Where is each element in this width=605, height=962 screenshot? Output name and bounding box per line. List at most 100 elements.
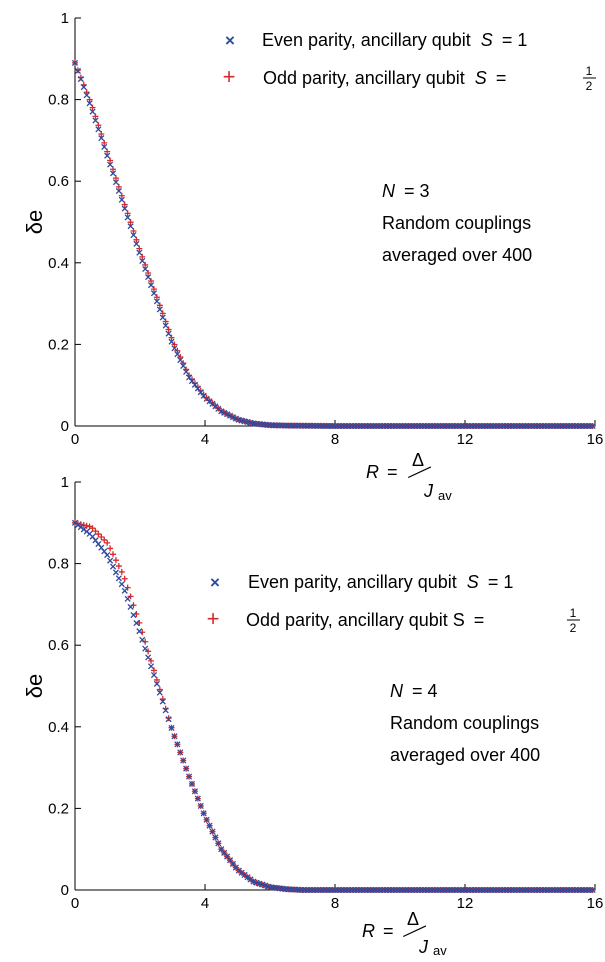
data-point (112, 175, 119, 182)
data-point (124, 584, 131, 591)
series-even (71, 59, 596, 430)
annotation-n-line: N = 3 (382, 181, 430, 201)
y-tick-label: 0.2 (48, 336, 69, 353)
data-point (171, 345, 178, 352)
x-tick-label: 16 (587, 431, 604, 448)
data-point (109, 563, 117, 570)
y-tick-label: 0.8 (48, 92, 69, 109)
legend-marker-even: × (210, 573, 220, 592)
data-point (162, 707, 169, 714)
legend: × Even parity, ancillary qubit S = 1 + O… (207, 572, 580, 635)
data-point (183, 765, 190, 772)
y-tick-label: 0.4 (48, 255, 69, 272)
legend-even-text: Even parity, ancillary qubit (248, 572, 457, 592)
data-point (124, 214, 131, 221)
data-point (218, 408, 225, 415)
data-point (112, 179, 120, 186)
data-point (142, 261, 149, 268)
data-point (168, 334, 175, 341)
data-point (200, 810, 207, 817)
x-tick-label: 0 (71, 895, 79, 912)
data-point (83, 522, 90, 529)
x-tick-label: 4 (201, 431, 209, 448)
data-point (127, 223, 134, 230)
data-point (118, 581, 125, 588)
data-point (130, 231, 137, 239)
data-point (168, 338, 175, 345)
y-tick-label: 1 (61, 474, 69, 491)
data-point (121, 201, 128, 208)
y-tick-label: 0.4 (48, 719, 69, 736)
data-point (71, 59, 79, 66)
annotation-line2: Random couplings (390, 713, 539, 733)
legend-even-var: S (467, 572, 479, 592)
data-point (95, 126, 102, 133)
data-point (98, 135, 105, 142)
data-point (229, 414, 237, 421)
x-label-lhs: R = (366, 462, 398, 482)
x-label-eq: = (383, 921, 394, 941)
data-point (124, 595, 131, 602)
data-point (212, 834, 219, 841)
x-label-fraction-bar (402, 925, 427, 938)
legend-odd-var: S (475, 68, 487, 88)
data-point (156, 302, 163, 309)
data-point (159, 310, 166, 317)
data-point (177, 749, 184, 756)
legend-marker-odd: + (223, 64, 236, 89)
y-tick-label: 1 (61, 10, 69, 27)
data-point (133, 620, 140, 627)
data-point (197, 802, 204, 810)
data-point (153, 676, 160, 683)
x-axis-label: R = Δ J av (366, 450, 452, 503)
x-label-den-sub: av (438, 488, 452, 503)
data-point (171, 341, 178, 348)
data-point (104, 551, 111, 559)
data-point (150, 672, 158, 679)
data-point (112, 569, 120, 576)
data-point (89, 104, 96, 111)
data-point (139, 636, 146, 643)
data-point (133, 240, 140, 247)
series-layer (71, 519, 596, 894)
data-point (156, 689, 163, 696)
data-point (92, 528, 99, 535)
annotation-n-line: N = 4 (390, 681, 438, 701)
data-point (194, 795, 201, 802)
data-point (86, 96, 93, 103)
data-point (145, 270, 152, 276)
data-point (110, 551, 117, 558)
legend-label-even: Even parity, ancillary qubit S = 1 (262, 30, 527, 50)
data-point (83, 89, 90, 96)
data-point (89, 525, 96, 532)
x-tick-label: 16 (587, 895, 604, 912)
data-point (162, 322, 169, 329)
data-point (115, 183, 122, 190)
y-tick-label: 0.2 (48, 800, 69, 817)
data-point (127, 593, 134, 600)
data-point (221, 409, 228, 416)
data-point (130, 227, 137, 234)
data-point (148, 657, 155, 664)
legend-odd-text: Odd parity, ancillary qubit S (246, 610, 465, 630)
legend-even-var: S (481, 30, 493, 50)
data-point (80, 84, 87, 91)
y-tick-label: 0 (61, 882, 69, 899)
data-point (121, 205, 128, 212)
data-point (191, 788, 198, 795)
data-point (115, 187, 122, 195)
data-point (101, 143, 108, 150)
x-label-den: J av (423, 481, 452, 503)
x-label-den-sub: av (433, 943, 447, 957)
data-point (101, 536, 108, 543)
data-point (165, 330, 172, 337)
data-point (142, 645, 149, 652)
data-point (136, 245, 143, 252)
data-point (83, 92, 90, 99)
data-point (124, 210, 131, 217)
x-tick-label: 8 (331, 431, 339, 448)
legend-label-odd: Odd parity, ancillary qubit S = (263, 68, 506, 88)
